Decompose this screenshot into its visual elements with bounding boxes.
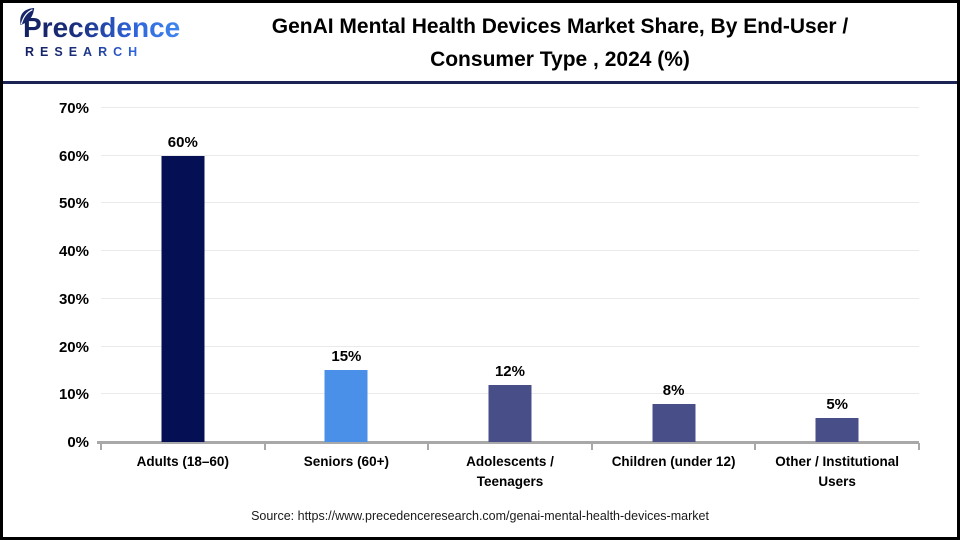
gridline-60% — [101, 154, 919, 156]
source-text: Source: https://www.precedenceresearch.c… — [251, 509, 709, 523]
logo-research-text: RESEARCH — [19, 45, 169, 59]
bar-column: 5% — [755, 108, 919, 442]
x-category-label: Children (under 12) — [611, 454, 736, 469]
bar-seniors-60[interactable] — [324, 370, 368, 442]
x-axis-tick — [918, 443, 920, 450]
y-tick-label-30%: 30% — [58, 290, 89, 308]
plot-area: 60% 15% 12% 8% 5% — [97, 107, 920, 450]
x-category-label: Other / Institutional Users — [775, 454, 900, 489]
y-axis: 0% 10% 20% 30% 40% 50% 60% 70% — [21, 100, 89, 451]
x-category-label: Adults (18–60) — [136, 454, 229, 469]
chart-title-line2: Consumer Type , 2024 (%) — [430, 48, 690, 71]
bar-adolescents-teenagers[interactable] — [488, 384, 532, 442]
x-axis-tick — [754, 443, 757, 450]
gridline-20% — [101, 345, 919, 347]
y-tick-label-10%: 10% — [58, 386, 89, 404]
y-tick-label-50%: 50% — [58, 195, 89, 213]
y-tick-label-70%: 70% — [58, 100, 89, 117]
bar-column: 8% — [592, 108, 756, 442]
bar-column: 60% — [101, 108, 265, 442]
bar-value-label: 15% — [331, 348, 362, 366]
leaf-icon — [20, 8, 35, 25]
bar-children-under-12[interactable] — [652, 403, 696, 442]
bar-other-institutional-users[interactable] — [815, 418, 859, 442]
y-tick-label-20%: 20% — [58, 338, 89, 356]
y-tick-label-0%: 0% — [67, 434, 89, 451]
bar-adults-18-60[interactable] — [161, 155, 205, 442]
header: Precedence RESEARCH GenAI Mental Health … — [3, 3, 957, 84]
x-category-label: Adolescents / Teenagers — [466, 454, 554, 489]
y-tick-label-60%: 60% — [58, 147, 89, 165]
chart-title: GenAI Mental Health Devices Market Share… — [171, 10, 949, 76]
x-axis-tick — [263, 443, 266, 450]
bar-value-label: 12% — [494, 362, 525, 380]
precedence-research-logo: Precedence RESEARCH — [19, 8, 180, 59]
x-axis-line — [97, 441, 919, 444]
bar-value-label: 8% — [662, 381, 685, 399]
x-axis-tick — [427, 443, 430, 450]
bar-value-label: 60% — [167, 133, 198, 151]
gridline-40% — [101, 250, 919, 252]
x-axis-labels: Adults (18–60) Seniors (60+) Adolescents /… — [101, 452, 919, 492]
gridline-70% — [101, 107, 919, 108]
logo-brand-text: Precedence — [19, 12, 180, 44]
x-category-label: Seniors (60+) — [303, 454, 389, 469]
chart-title-line1: GenAI Mental Health Devices Market Share… — [271, 15, 849, 38]
y-tick-label-40%: 40% — [58, 243, 89, 261]
x-axis-tick — [100, 443, 102, 450]
bar-value-label: 5% — [826, 396, 849, 414]
bar-column: 12% — [428, 108, 592, 442]
x-axis-tick — [590, 443, 593, 450]
gridline-50% — [101, 202, 919, 204]
bar-column: 15% — [265, 108, 429, 442]
logo-brand-row: Precedence — [19, 8, 180, 44]
gridline-30% — [101, 297, 919, 299]
